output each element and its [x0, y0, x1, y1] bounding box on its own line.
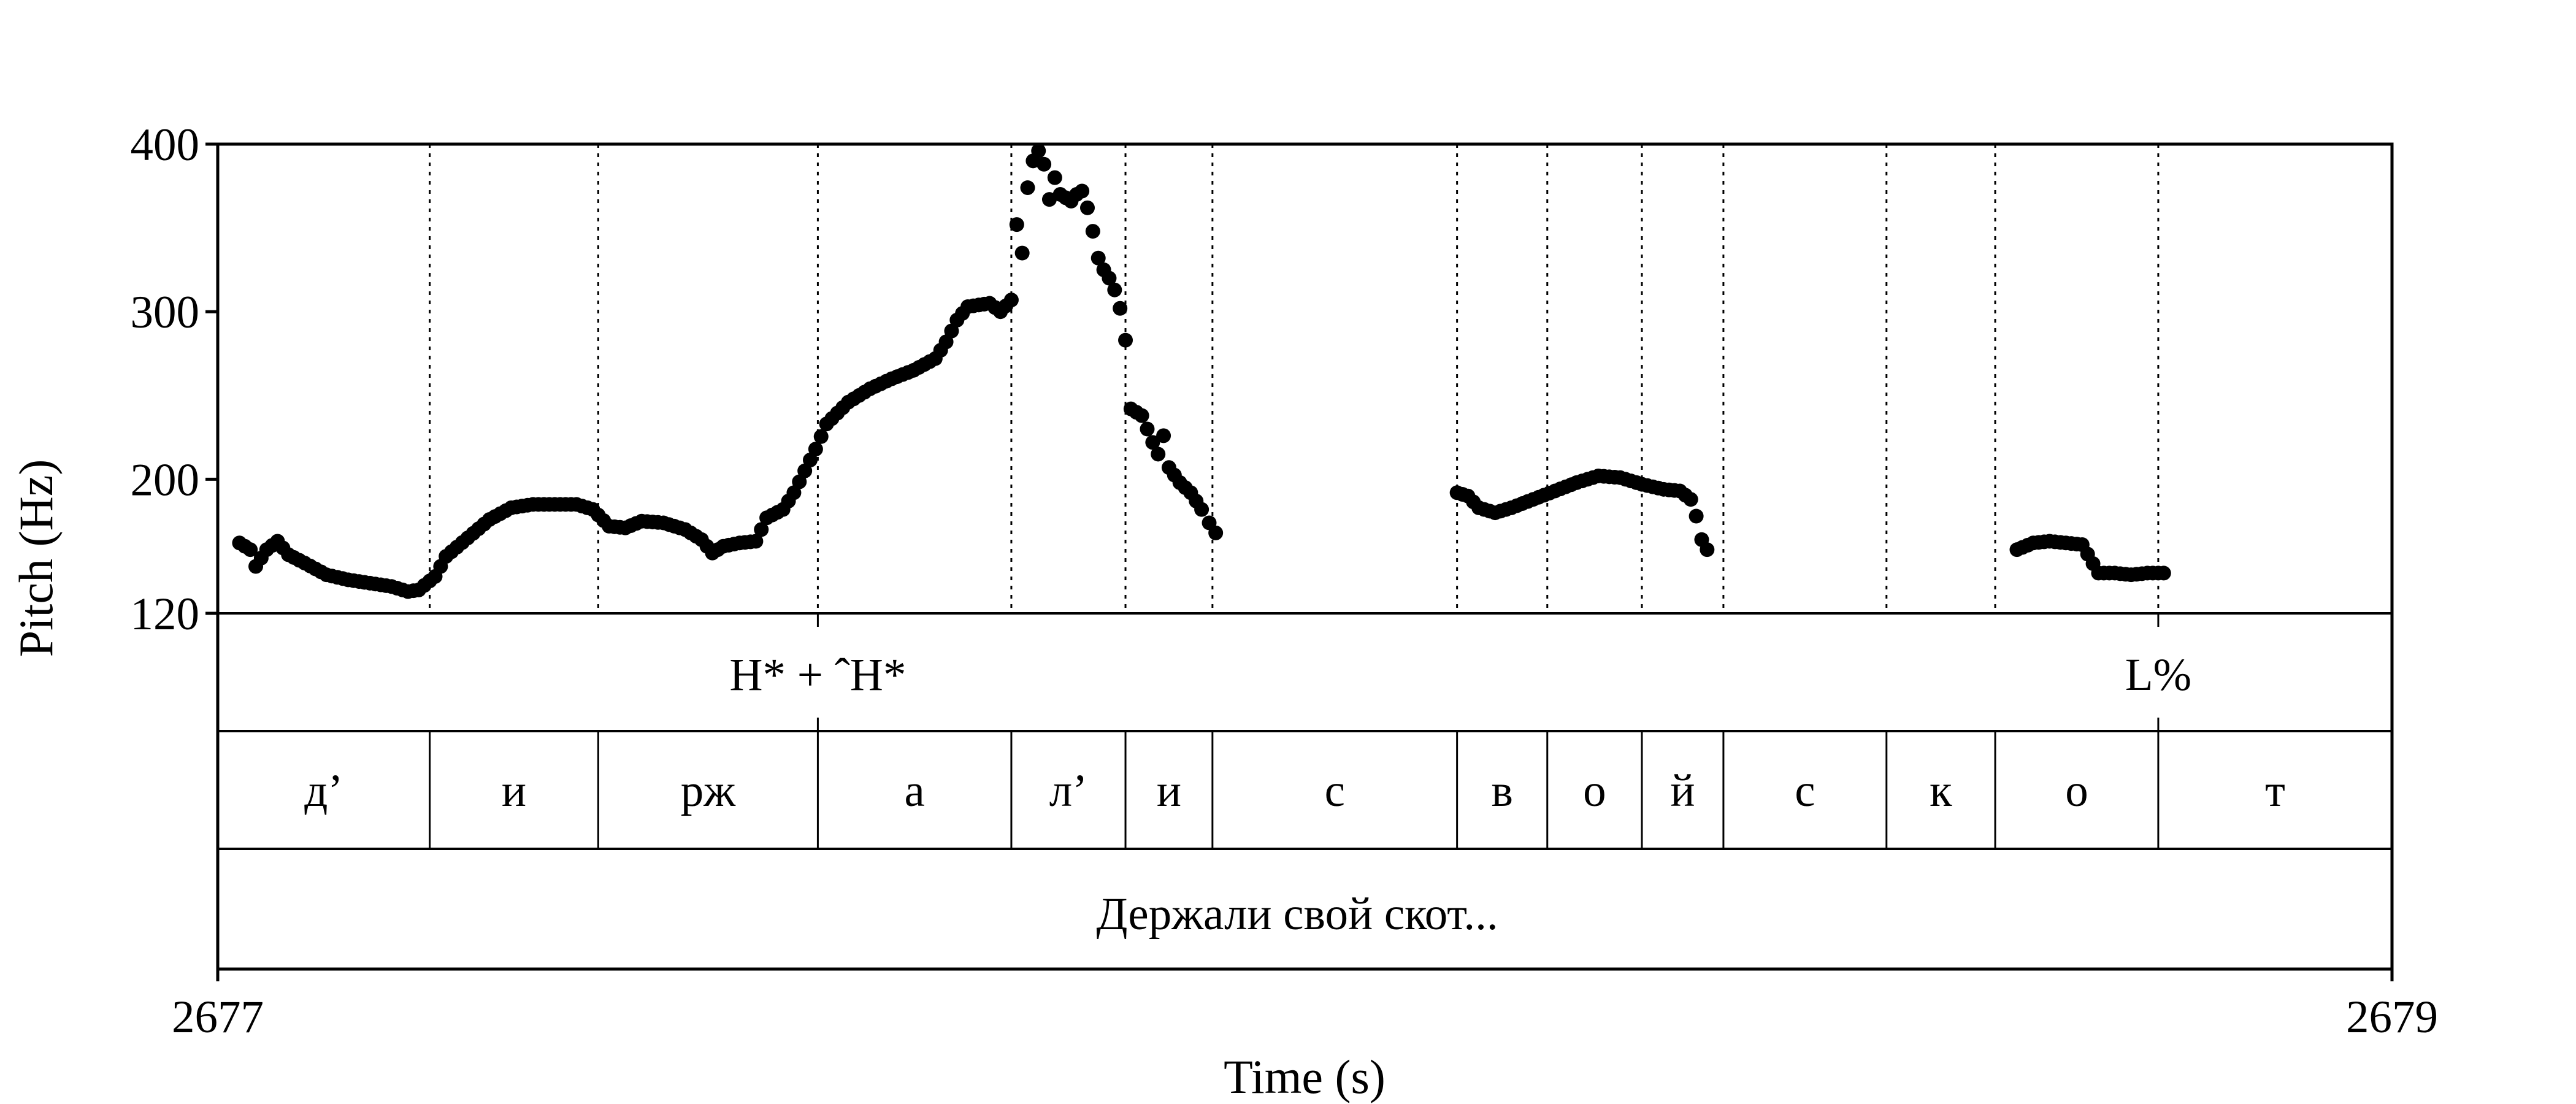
x-tick-label-end: 2679 — [2346, 992, 2438, 1043]
segment-label: т — [2265, 765, 2285, 816]
segment-labels: д’ и рж а л’ и с в о й с к о т — [304, 765, 2285, 816]
y-axis: 400 300 200 120 — [131, 120, 218, 640]
tone-label: L% — [2125, 650, 2191, 700]
y-tick-label: 300 — [131, 287, 200, 338]
pitch-point — [1009, 217, 1024, 232]
y-axis-label: Pitch (Hz) — [9, 459, 63, 657]
pitch-point — [1151, 447, 1166, 462]
sentence-label: Держали свой скот... — [1096, 889, 1498, 940]
pitch-point — [1102, 270, 1117, 286]
pitch-point — [1689, 508, 1704, 524]
segment-label: о — [1583, 765, 1606, 816]
y-tick-label: 200 — [131, 454, 200, 505]
pitch-point — [808, 442, 823, 457]
pitch-point — [1683, 492, 1698, 507]
pitch-point — [1047, 170, 1062, 185]
x-axis-label: Time (s) — [1224, 1050, 1386, 1103]
segment-label: а — [905, 765, 925, 816]
pitch-point — [1037, 156, 1052, 172]
pitch-point — [243, 542, 258, 558]
pitch-point — [1107, 282, 1122, 297]
segment-label: д’ — [304, 765, 343, 816]
plot-frame — [216, 142, 2394, 971]
pitch-point — [1085, 224, 1100, 239]
pitch-point — [754, 522, 769, 537]
tone-label: H* + ˆH* — [729, 650, 906, 700]
pitch-point — [2156, 565, 2171, 581]
pitch-point — [1134, 408, 1149, 423]
pitch-point — [1140, 421, 1155, 437]
segment-boundary-gridlines — [429, 144, 2160, 613]
segment-label: с — [1325, 765, 1345, 816]
pitch-point — [786, 485, 802, 500]
tone-marks: H* + ˆH* L% — [729, 613, 2191, 731]
pitch-point — [813, 429, 829, 444]
segment-label: о — [2065, 765, 2088, 816]
pitch-point — [1208, 525, 1224, 540]
segment-label: й — [1670, 765, 1695, 816]
pitch-point — [944, 323, 959, 339]
segment-label: и — [502, 765, 526, 816]
pitch-point — [1031, 143, 1046, 158]
y-tick-label: 400 — [131, 120, 200, 171]
segment-label: рж — [681, 765, 737, 816]
segment-label: и — [1157, 765, 1181, 816]
pitch-point — [1113, 301, 1128, 316]
pitch-point — [1145, 435, 1160, 450]
pitch-point — [1194, 502, 1209, 517]
pitch-point — [748, 534, 764, 549]
x-tick-label-start: 2677 — [172, 992, 264, 1043]
pitch-point — [1003, 293, 1019, 308]
pitch-point — [1014, 245, 1030, 261]
pitch-point — [1075, 183, 1090, 199]
pitch-point — [1020, 180, 1035, 196]
pitch-point — [1156, 428, 1171, 443]
segment-label: к — [1930, 765, 1952, 816]
pitch-point — [797, 463, 813, 478]
pitch-point — [1700, 542, 1715, 558]
pitch-point — [1118, 332, 1133, 348]
segment-label: л’ — [1049, 765, 1087, 816]
segment-label: в — [1491, 765, 1512, 816]
pitch-point — [1080, 200, 1095, 215]
pitch-point — [938, 334, 954, 350]
pitch-point — [803, 453, 818, 468]
pitch-point — [1091, 250, 1106, 266]
segment-label: с — [1795, 765, 1815, 816]
segment-dividers — [429, 731, 2160, 849]
pitch-point — [792, 474, 807, 489]
pitch-points — [232, 143, 2171, 599]
y-tick-label: 120 — [131, 589, 200, 640]
